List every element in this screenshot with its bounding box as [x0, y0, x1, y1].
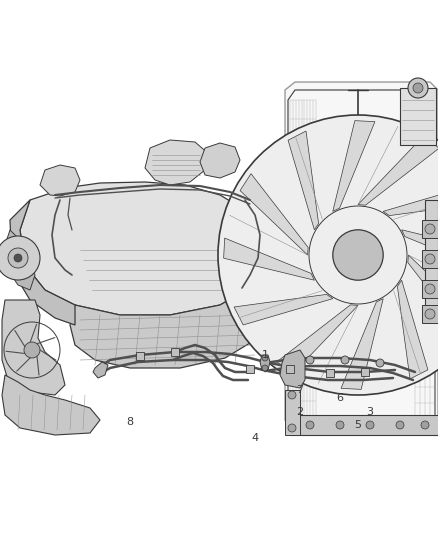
Polygon shape — [326, 369, 334, 377]
Polygon shape — [333, 120, 375, 212]
Text: 3: 3 — [367, 407, 374, 417]
Polygon shape — [400, 88, 436, 145]
Polygon shape — [285, 82, 438, 435]
Circle shape — [262, 355, 268, 361]
Polygon shape — [40, 165, 80, 196]
Polygon shape — [240, 174, 308, 255]
Text: 2: 2 — [297, 407, 304, 417]
Polygon shape — [397, 280, 428, 379]
Circle shape — [421, 421, 429, 429]
Polygon shape — [234, 294, 333, 325]
Polygon shape — [290, 415, 438, 435]
Circle shape — [288, 424, 296, 432]
Text: 4: 4 — [251, 433, 258, 443]
Circle shape — [0, 236, 40, 280]
Polygon shape — [341, 298, 383, 390]
Circle shape — [306, 421, 314, 429]
Circle shape — [333, 230, 383, 280]
Polygon shape — [286, 365, 294, 373]
Polygon shape — [200, 143, 240, 178]
Circle shape — [262, 365, 268, 371]
Polygon shape — [408, 255, 438, 336]
Circle shape — [413, 83, 423, 93]
Text: 6: 6 — [336, 393, 343, 403]
Polygon shape — [422, 305, 438, 323]
Polygon shape — [93, 362, 108, 378]
Circle shape — [341, 356, 349, 364]
Polygon shape — [277, 305, 358, 373]
Text: 7: 7 — [297, 385, 304, 395]
Circle shape — [376, 359, 384, 367]
Polygon shape — [224, 238, 314, 280]
Polygon shape — [358, 137, 438, 205]
Circle shape — [408, 78, 428, 98]
Circle shape — [425, 309, 435, 319]
Circle shape — [8, 248, 28, 268]
Polygon shape — [288, 131, 318, 230]
Polygon shape — [10, 200, 75, 325]
Polygon shape — [425, 200, 438, 320]
Circle shape — [425, 224, 435, 234]
Circle shape — [24, 342, 40, 358]
Polygon shape — [2, 300, 65, 395]
Polygon shape — [246, 365, 254, 373]
Polygon shape — [20, 182, 265, 315]
Polygon shape — [145, 140, 210, 185]
Circle shape — [366, 421, 374, 429]
Polygon shape — [422, 220, 438, 238]
Circle shape — [14, 254, 22, 262]
Text: 1: 1 — [261, 350, 268, 360]
Circle shape — [425, 254, 435, 264]
Polygon shape — [383, 185, 438, 216]
Circle shape — [306, 356, 314, 364]
Circle shape — [425, 284, 435, 294]
Polygon shape — [422, 250, 438, 268]
Circle shape — [336, 421, 344, 429]
Polygon shape — [285, 390, 300, 435]
Polygon shape — [5, 230, 35, 290]
Circle shape — [288, 391, 296, 399]
Polygon shape — [171, 348, 179, 356]
Polygon shape — [280, 350, 305, 388]
Circle shape — [396, 421, 404, 429]
Polygon shape — [361, 368, 369, 376]
Polygon shape — [136, 352, 144, 360]
Polygon shape — [2, 375, 100, 435]
Text: 8: 8 — [127, 417, 134, 427]
Polygon shape — [422, 280, 438, 298]
Polygon shape — [402, 230, 438, 272]
Polygon shape — [70, 285, 260, 368]
Polygon shape — [260, 355, 270, 370]
Text: 5: 5 — [354, 420, 361, 430]
Circle shape — [218, 115, 438, 395]
